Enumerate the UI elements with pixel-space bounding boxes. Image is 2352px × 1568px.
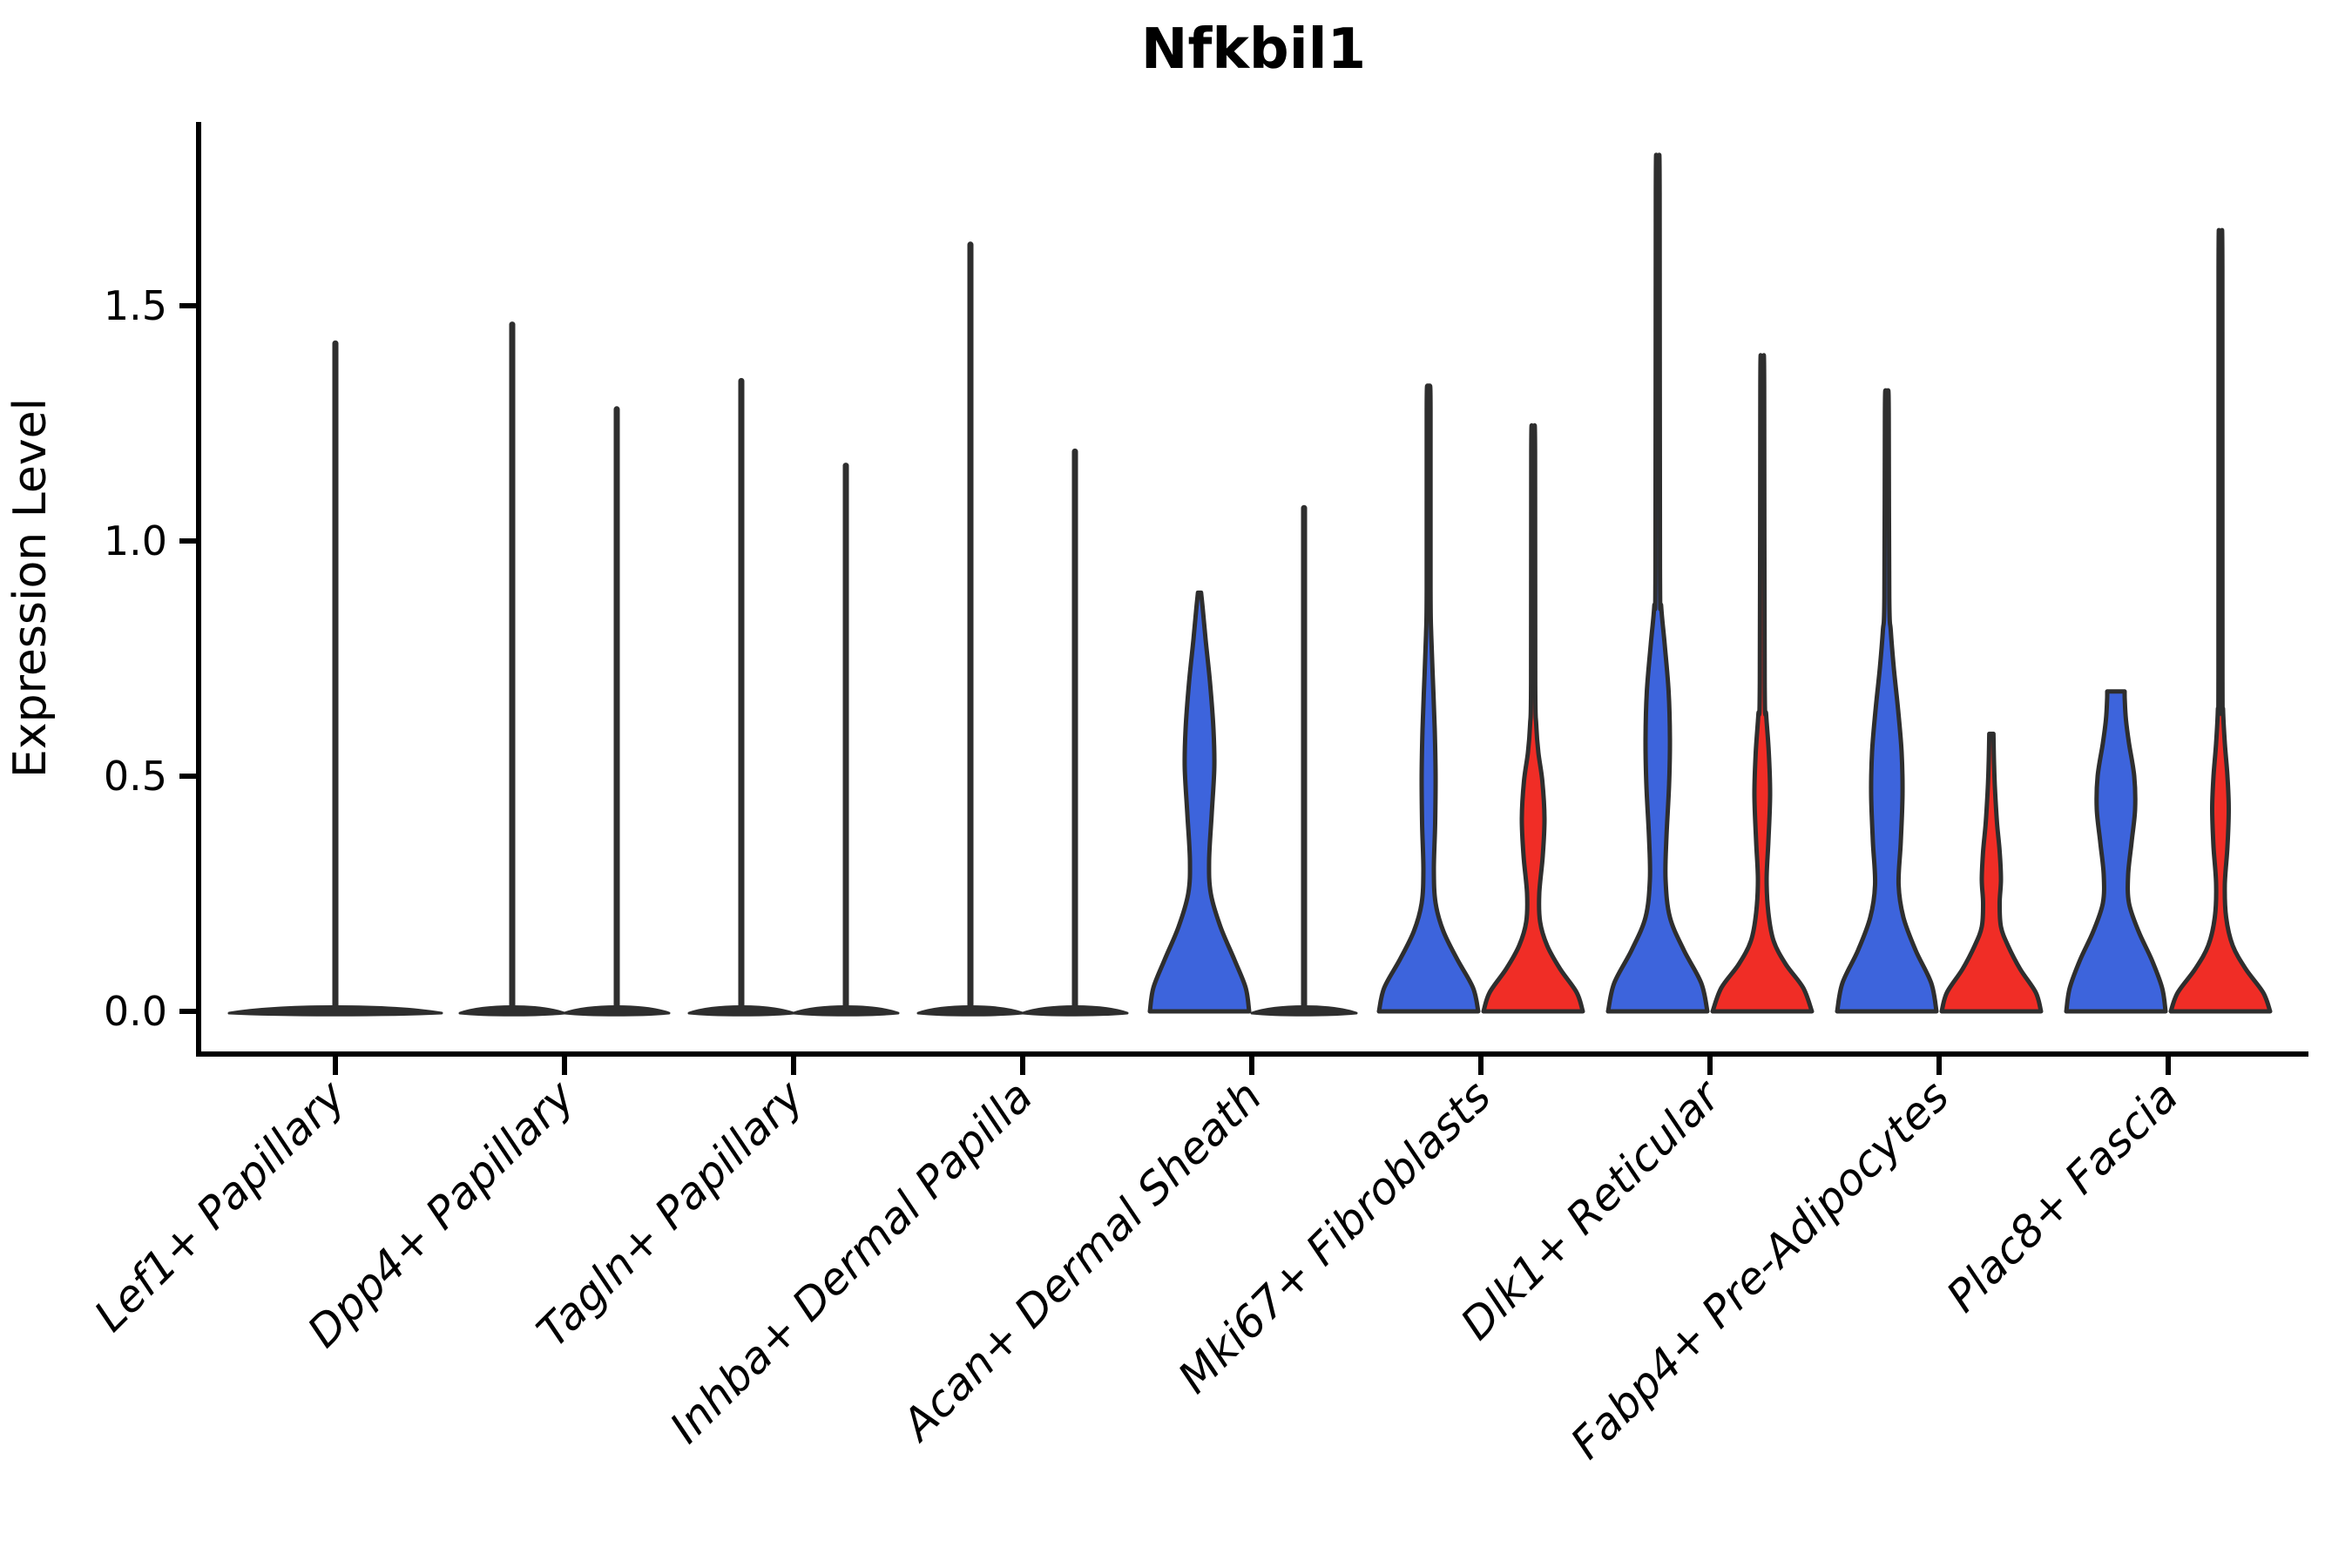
violin-Dlk1-left — [1605, 152, 1710, 1014]
y-axis-label: Expression Level — [4, 398, 57, 778]
violin-Plac8-left — [2064, 689, 2168, 1014]
violin-Mki67-right — [1481, 423, 1585, 1014]
chart-title: Nfkbil1 — [1141, 17, 1366, 82]
y-ticks-layer: 0.0 0.5 1.0 1.5 — [104, 282, 199, 1035]
y-tick-label: 1.0 — [104, 517, 167, 564]
violin-Acan-left — [1147, 590, 1252, 1014]
violin-Plac8-right — [2168, 227, 2273, 1014]
y-tick-label: 1.5 — [104, 282, 167, 329]
violins-layer — [227, 152, 2273, 1017]
violin-Mki67-left — [1376, 383, 1481, 1014]
violin-Fabp4-left — [1835, 388, 1939, 1014]
violin-Dlk1-right — [1710, 353, 1815, 1014]
y-tick-label: 0.0 — [104, 988, 167, 1035]
y-tick-label: 0.5 — [104, 753, 167, 800]
violin-Fabp4-right — [1939, 731, 2044, 1014]
